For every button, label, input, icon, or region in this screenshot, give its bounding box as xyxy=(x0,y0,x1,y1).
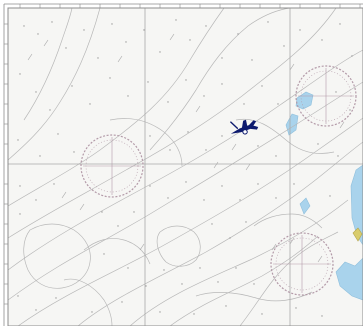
compass-rose-southeast xyxy=(270,232,334,296)
border-scale-ticks xyxy=(4,4,361,305)
chart-border xyxy=(3,3,363,326)
aircraft-icon[interactable] xyxy=(227,114,259,139)
shallow-area-southeast xyxy=(299,197,311,215)
shallow-area-reef xyxy=(285,113,299,136)
shallow-area-coast xyxy=(335,257,363,301)
chart-inner-paper xyxy=(8,8,363,326)
land-area xyxy=(352,227,363,242)
compass-rose-west xyxy=(80,134,144,198)
depth-soundings xyxy=(17,19,353,317)
compass-rose-northeast xyxy=(295,65,357,127)
graticule xyxy=(8,8,363,326)
shallow-area-east xyxy=(350,164,363,246)
shallow-water-areas xyxy=(285,91,363,301)
sounding-ticks xyxy=(27,33,345,263)
